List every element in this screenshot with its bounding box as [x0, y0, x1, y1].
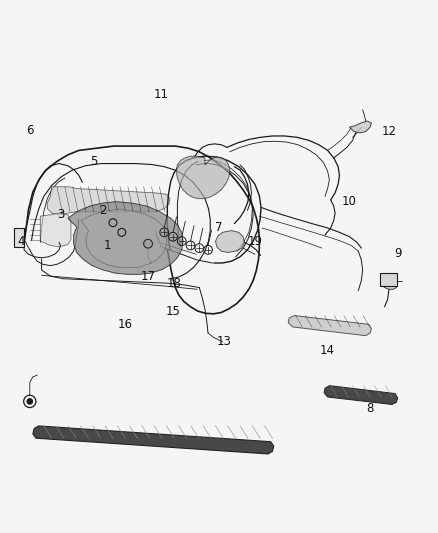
Text: 5: 5	[91, 155, 98, 168]
Polygon shape	[215, 231, 244, 253]
Text: 18: 18	[167, 277, 182, 289]
FancyBboxPatch shape	[380, 273, 397, 286]
Text: 17: 17	[141, 270, 155, 282]
Text: 4: 4	[17, 235, 25, 248]
Text: 3: 3	[57, 208, 64, 221]
Polygon shape	[288, 316, 371, 336]
Polygon shape	[324, 386, 398, 405]
Text: 1: 1	[103, 239, 111, 252]
Text: 13: 13	[217, 335, 232, 349]
Polygon shape	[40, 213, 71, 247]
Text: 9: 9	[394, 247, 402, 260]
Polygon shape	[33, 426, 274, 454]
Text: 19: 19	[247, 235, 262, 248]
FancyBboxPatch shape	[14, 229, 24, 247]
Text: 16: 16	[117, 318, 132, 331]
Polygon shape	[382, 276, 396, 289]
Text: 6: 6	[26, 124, 34, 137]
Text: 10: 10	[342, 195, 357, 208]
Text: 2: 2	[99, 204, 107, 217]
Polygon shape	[68, 201, 183, 274]
Polygon shape	[350, 121, 371, 133]
Text: 7: 7	[215, 221, 223, 235]
Text: 11: 11	[154, 88, 169, 101]
Polygon shape	[176, 156, 230, 199]
Polygon shape	[81, 209, 166, 268]
Text: 12: 12	[381, 125, 396, 138]
Text: 8: 8	[367, 402, 374, 415]
Circle shape	[27, 399, 32, 404]
Text: 14: 14	[320, 344, 335, 357]
Text: 15: 15	[166, 305, 180, 318]
Polygon shape	[47, 187, 170, 215]
Circle shape	[144, 239, 152, 248]
